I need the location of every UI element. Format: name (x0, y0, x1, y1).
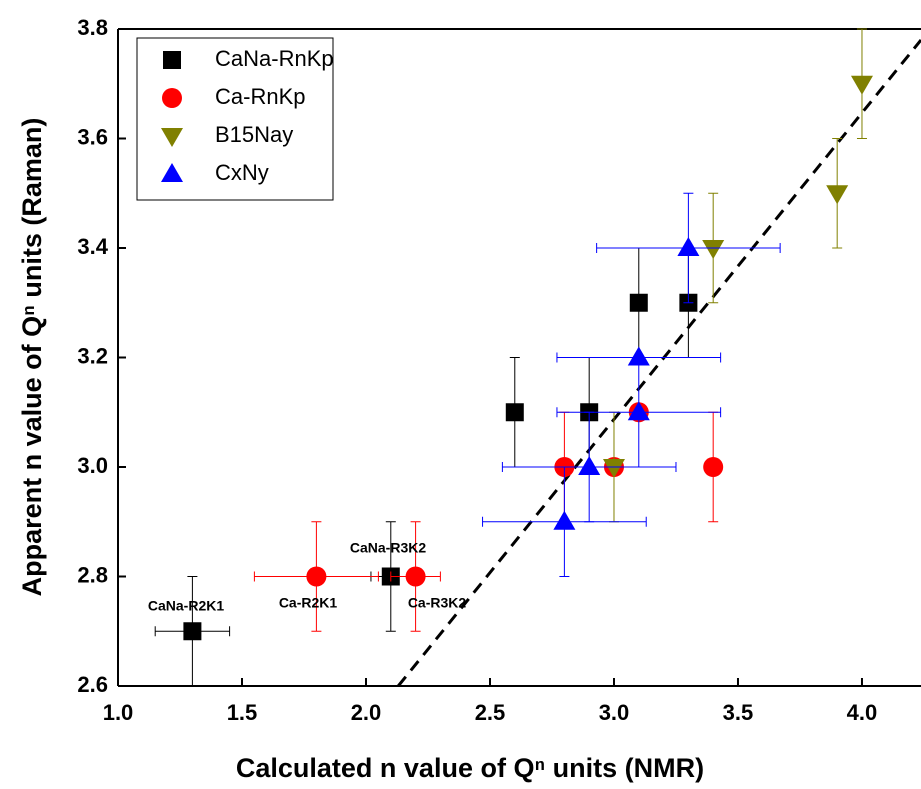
x-tick-label: 1.5 (227, 700, 258, 725)
marker (703, 457, 724, 477)
legend-marker (161, 163, 183, 182)
annotation: CaNa-R3K2 (350, 540, 426, 556)
legend-label: B15Nay (215, 122, 293, 147)
y-tick-label: 2.8 (77, 562, 108, 587)
marker (602, 459, 625, 478)
marker (578, 456, 601, 475)
annotation: Ca-R2K1 (279, 595, 338, 611)
marker (850, 75, 873, 95)
y-tick-label: 3.4 (77, 234, 108, 259)
x-tick-label: 2.0 (351, 700, 382, 725)
x-tick-label: 1.0 (103, 700, 134, 725)
y-tick-label: 3.8 (77, 15, 108, 40)
x-tick-label: 3.5 (723, 700, 754, 725)
legend-marker (161, 128, 183, 147)
x-tick-label: 3.0 (599, 700, 630, 725)
marker (505, 403, 524, 422)
marker (677, 237, 700, 256)
reference-line (397, 39, 921, 687)
legend-label: Ca-RnKp (215, 84, 305, 109)
legend-marker (162, 88, 182, 108)
marker (629, 293, 648, 312)
y-axis-title: Apparent n value of Qⁿ units (Raman) (17, 118, 47, 597)
marker (702, 240, 725, 259)
y-tick-label: 3.6 (77, 124, 108, 149)
x-tick-label: 2.5 (475, 700, 506, 725)
x-tick-label: 4.0 (847, 700, 878, 725)
marker (405, 566, 426, 587)
legend-label: CxNy (215, 160, 269, 185)
marker (183, 622, 202, 641)
marker (627, 346, 650, 366)
marker (306, 566, 327, 587)
y-tick-label: 3.0 (77, 453, 108, 478)
marker (826, 185, 849, 205)
x-axis-title: Calculated n value of Qⁿ units (NMR) (236, 753, 704, 783)
y-tick-label: 2.6 (77, 672, 108, 697)
y-tick-label: 3.2 (77, 343, 108, 368)
annotation: CaNa-R2K1 (148, 598, 224, 614)
legend-label: CaNa-RnKp (215, 46, 334, 71)
legend-marker (163, 51, 181, 69)
marker (627, 401, 650, 421)
annotation: Ca-R3K2 (408, 595, 467, 611)
marker (553, 510, 576, 530)
